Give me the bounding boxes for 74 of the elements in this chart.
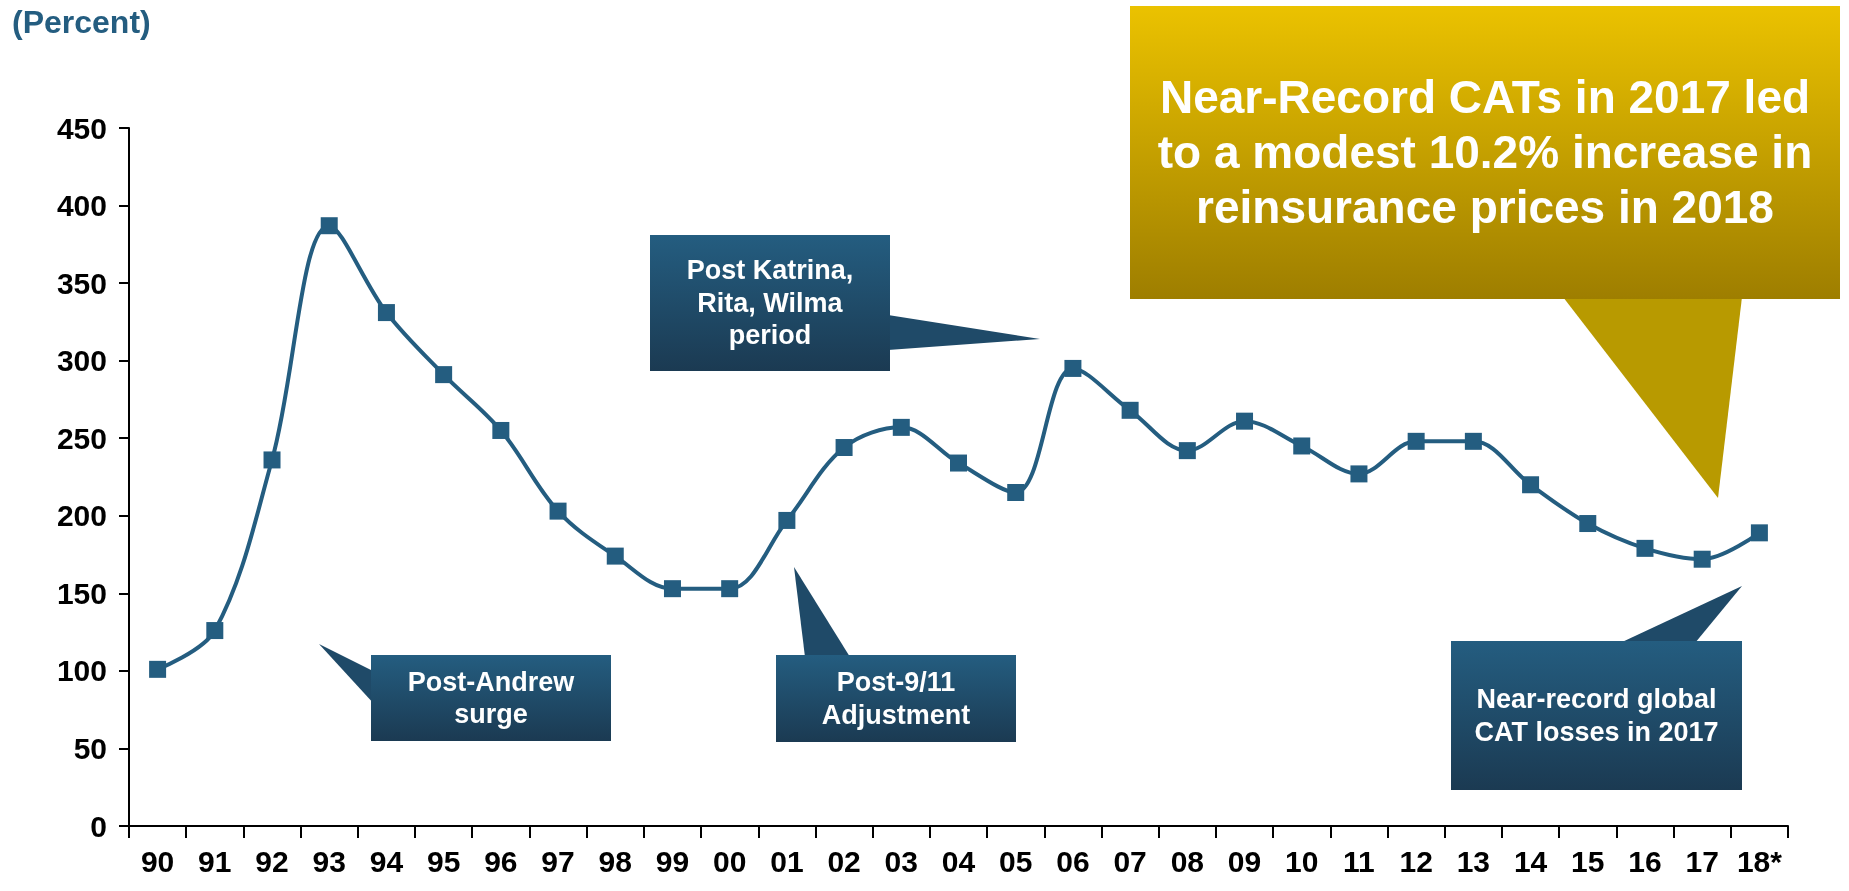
- point: [835, 439, 853, 457]
- x-tick-label: 92: [255, 844, 289, 878]
- point: [1522, 476, 1540, 494]
- point: [1121, 401, 1139, 419]
- y-tick-label: 400: [56, 189, 107, 223]
- y-tick-label: 100: [56, 654, 107, 688]
- x-tick-label: 18*: [1736, 844, 1783, 878]
- y-tick-label: 450: [56, 111, 107, 145]
- x-tick-label: 14: [1513, 844, 1548, 878]
- x-tick-label: 98: [598, 844, 632, 878]
- x-tick-label: 08: [1170, 844, 1205, 878]
- x-tick-label: 11: [1343, 844, 1375, 878]
- x-tick-label: 01: [770, 844, 804, 878]
- x-tick-label: 10: [1285, 844, 1319, 878]
- x-tick-label: 15: [1571, 844, 1605, 878]
- x-tick-label: 93: [312, 844, 346, 878]
- y-tick-label: 250: [56, 421, 107, 455]
- point: [435, 366, 453, 384]
- point: [377, 304, 395, 322]
- x-tick-label: 99: [655, 844, 690, 878]
- point: [1350, 465, 1368, 483]
- point: [1178, 442, 1196, 460]
- x-tick-label: 13: [1456, 844, 1491, 878]
- point: [1293, 437, 1311, 455]
- x-tick-label: 94: [369, 844, 404, 878]
- point: [778, 511, 796, 529]
- annotation: Post-9/11 Adjustment: [776, 655, 1016, 742]
- y-tick-label: 200: [56, 499, 107, 533]
- x-tick-label: 17: [1685, 844, 1719, 878]
- point: [1007, 484, 1025, 502]
- point: [606, 547, 624, 565]
- annotation: Near-record global CAT losses in 2017: [1451, 641, 1742, 790]
- point: [263, 451, 281, 469]
- annotation: Post Katrina, Rita, Wilma period: [650, 235, 890, 371]
- point: [1064, 359, 1082, 377]
- point: [149, 660, 167, 678]
- x-tick-label: 09: [1227, 844, 1262, 878]
- x-tick-label: 02: [827, 844, 861, 878]
- point: [1236, 412, 1254, 430]
- y-tick-label: 50: [73, 731, 107, 765]
- y-tick-label: 300: [56, 344, 107, 378]
- x-tick-label: 96: [484, 844, 518, 878]
- y-tick-label: 150: [56, 576, 107, 610]
- point: [1693, 550, 1711, 568]
- x-tick-label: 97: [541, 844, 575, 878]
- x-tick-label: 03: [884, 844, 918, 878]
- x-tick-label: 12: [1399, 844, 1433, 878]
- x-tick-label: 07: [1113, 844, 1147, 878]
- point: [320, 217, 338, 235]
- annotation: Near-Record CATs in 2017 led to a modest 10.2% increase in reinsurance prices in 2018: [1130, 6, 1840, 299]
- point: [663, 580, 681, 598]
- point: [549, 502, 567, 520]
- point: [950, 454, 967, 472]
- x-tick-label: 95: [426, 844, 461, 878]
- x-tick-label: 16: [1628, 844, 1662, 878]
- x-tick-label: 04: [941, 844, 976, 878]
- x-tick-label: 90: [140, 844, 175, 878]
- point: [1579, 515, 1597, 533]
- annotation: Post-Andrew surge: [371, 655, 611, 741]
- x-tick-label: 91: [198, 844, 232, 878]
- point: [1750, 524, 1768, 542]
- y-tick-label: 0: [90, 809, 107, 843]
- point: [721, 580, 739, 598]
- point: [206, 622, 224, 640]
- x-tick-label: 06: [1056, 844, 1090, 878]
- y-axis-title: (Percent): [12, 4, 151, 41]
- x-tick-label: 00: [712, 844, 747, 878]
- point: [492, 421, 510, 439]
- x-tick-label: 05: [999, 844, 1033, 878]
- y-tick-label: 350: [56, 266, 107, 300]
- point: [892, 418, 910, 436]
- point: [1636, 539, 1654, 557]
- point: [1407, 432, 1425, 450]
- point: [1464, 432, 1482, 450]
